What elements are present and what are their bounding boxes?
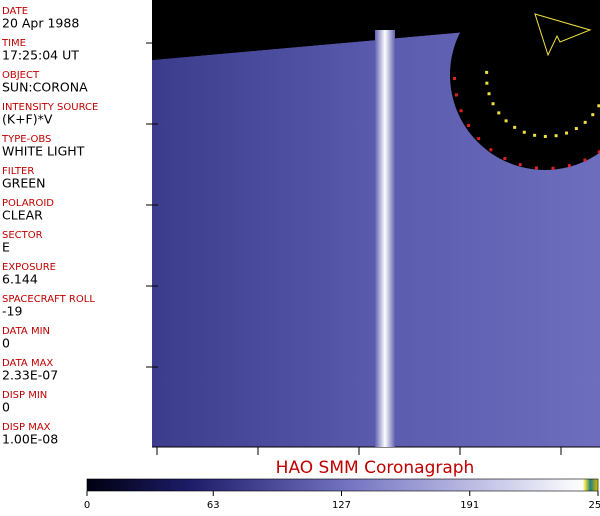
fiducial: [567, 164, 571, 168]
field-value: CLEAR: [2, 208, 43, 223]
fiducial: [591, 113, 595, 117]
field-value: 6.144: [2, 272, 38, 287]
field-value: SUN:CORONA: [2, 80, 88, 95]
fiducial: [533, 133, 537, 137]
field-value: -19: [2, 304, 22, 319]
field-value: 0: [2, 336, 10, 351]
fiducial: [554, 134, 558, 138]
field-label: OBJECT: [2, 70, 40, 81]
colorbar-tick-label: 0: [84, 500, 90, 511]
field-value: GREEN: [2, 176, 46, 191]
field-value: E: [2, 240, 10, 255]
field-label: POLAROID: [2, 198, 54, 209]
field-label: TIME: [1, 38, 26, 49]
title: HAO SMM Coronagraph: [276, 458, 475, 478]
colorbar-tick-label: 255: [588, 500, 600, 511]
field-label: TYPE-OBS: [1, 134, 51, 145]
field-label: EXPOSURE: [2, 262, 56, 273]
fiducial: [583, 158, 587, 162]
colorbar: [86, 478, 599, 492]
fiducial: [485, 70, 489, 74]
fiducial: [487, 92, 491, 96]
fiducial: [513, 125, 517, 129]
fiducial: [574, 127, 578, 131]
field-label: SECTOR: [2, 230, 43, 241]
fiducial: [489, 148, 493, 152]
fiducial: [597, 150, 600, 154]
fiducial: [522, 130, 526, 134]
field-label: FILTER: [2, 166, 34, 177]
field-value: 2.33E-07: [2, 368, 58, 383]
pylon-beam: [375, 30, 395, 447]
field-label: DISP MIN: [2, 390, 47, 401]
colorbar-tick-label: 63: [207, 500, 220, 511]
field-label: INTENSITY SOURCE: [2, 102, 98, 113]
fiducial: [503, 157, 507, 161]
fiducial: [565, 131, 569, 135]
field-value: 0: [2, 400, 10, 415]
field-value: 17:25:04 UT: [2, 48, 79, 63]
field-label: DATE: [2, 6, 28, 17]
fiducial: [459, 109, 463, 113]
field-value: WHITE LIGHT: [2, 144, 85, 159]
fiducial: [518, 163, 522, 167]
fiducial: [491, 102, 495, 106]
pointer-outline: [534, 13, 592, 57]
field-value: 20 Apr 1988: [2, 16, 79, 31]
field-label: DISP MAX: [2, 422, 51, 433]
colorbar-tick-label: 191: [460, 500, 479, 511]
fiducial: [477, 137, 481, 141]
fiducial: [453, 76, 457, 80]
fiducial: [583, 120, 587, 124]
field-value: (K+F)*V: [2, 112, 53, 127]
fiducial: [467, 123, 471, 127]
field-label: DATA MAX: [2, 358, 53, 369]
fiducial: [543, 134, 547, 138]
fiducial: [597, 104, 600, 108]
field-value: 1.00E-08: [2, 432, 58, 447]
fiducial: [504, 119, 508, 123]
colorbar-tick-label: 127: [332, 500, 351, 511]
fiducial: [485, 81, 489, 85]
field-label: DATA MIN: [2, 326, 50, 337]
field-label: SPACECRAFT ROLL: [2, 294, 95, 305]
fiducial: [454, 93, 458, 97]
fiducial: [534, 166, 538, 170]
occulter: [450, 0, 600, 170]
fiducial: [497, 111, 501, 115]
fiducial: [551, 166, 555, 170]
